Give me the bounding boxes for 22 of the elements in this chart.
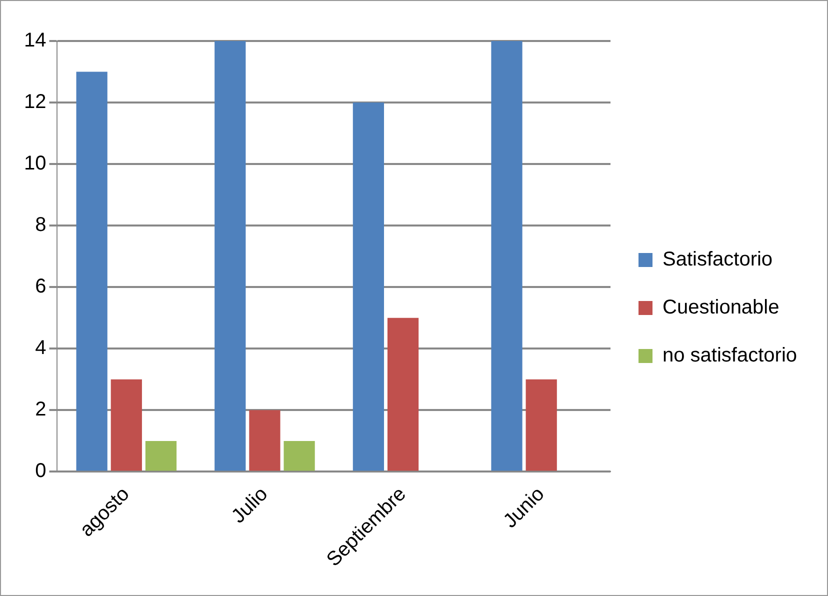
bar <box>491 41 522 471</box>
y-tick-label: 14 <box>24 30 46 52</box>
legend-label: Satisfactorio <box>662 248 773 271</box>
legend-label: Cuestionable <box>662 296 780 319</box>
bar <box>284 440 315 471</box>
bar <box>110 379 142 471</box>
y-tick-label: 8 <box>35 214 46 236</box>
bar <box>214 41 246 471</box>
bar <box>352 102 384 471</box>
y-tick-label: 4 <box>35 337 46 360</box>
bar <box>249 410 280 471</box>
bar <box>76 72 108 471</box>
x-tick-label: Julio <box>228 483 272 528</box>
y-tick-label: 6 <box>35 276 46 298</box>
y-tick-label: 10 <box>24 152 46 175</box>
bar <box>387 318 419 471</box>
bar <box>145 440 177 471</box>
y-tick-label: 0 <box>35 460 46 482</box>
bar <box>526 379 557 471</box>
legend-label: no satisfactorio <box>662 344 798 367</box>
y-tick-label: 12 <box>24 91 46 114</box>
y-tick-label: 2 <box>35 398 46 421</box>
